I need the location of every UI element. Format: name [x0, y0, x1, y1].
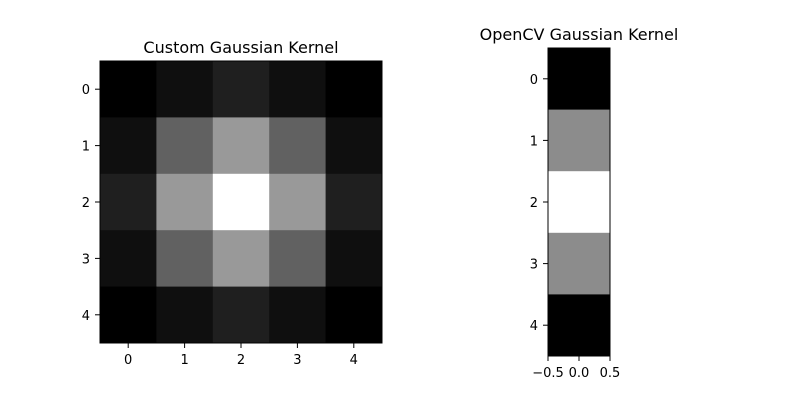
y-tick-label: 0 — [530, 73, 538, 88]
opencv-kernel-cells — [548, 48, 611, 357]
heatmap-cell-r4-c0 — [548, 294, 611, 357]
y-tick-label: 4 — [530, 319, 538, 334]
y-tick-label: 2 — [82, 196, 90, 211]
heatmap-cell-r0-c4 — [325, 61, 383, 118]
heatmap-cell-r4-c3 — [269, 286, 327, 344]
heatmap-cell-r4-c2 — [212, 286, 270, 344]
heatmap-cell-r1-c1 — [156, 117, 214, 175]
y-tick-label: 2 — [530, 196, 538, 211]
x-tick-label: 0 — [124, 353, 132, 368]
heatmap-cell-r3-c3 — [269, 230, 327, 288]
heatmap-cell-r1-c0 — [548, 109, 611, 172]
x-tick-label: −0.5 — [532, 366, 564, 381]
y-tick-label: 4 — [82, 309, 90, 324]
custom-kernel-ticks: 0 1 2 3 4 0 1 2 3 4 — [82, 83, 358, 368]
y-tick-label: 3 — [82, 252, 90, 267]
heatmap-cell-r2-c3 — [269, 173, 327, 231]
heatmap-cell-r0-c3 — [269, 61, 327, 118]
heatmap-cell-r0-c0 — [548, 48, 611, 111]
x-tick-label: 2 — [237, 353, 245, 368]
heatmap-cell-r0-c2 — [212, 61, 270, 118]
x-tick-label: 3 — [293, 353, 301, 368]
heatmap-cell-r0-c0 — [100, 61, 157, 118]
custom-kernel-cells — [100, 61, 383, 344]
y-tick-label: 0 — [82, 83, 90, 98]
y-tick-label: 1 — [82, 140, 90, 155]
heatmap-cell-r1-c0 — [100, 117, 157, 175]
x-tick-label: 0.0 — [569, 366, 590, 381]
heatmap-cell-r4-c1 — [156, 286, 214, 344]
opencv-kernel-ticks: 0 1 2 3 4 −0.5 0.0 0.5 — [530, 73, 621, 381]
heatmap-cell-r2-c1 — [156, 173, 214, 231]
heatmap-cell-r3-c0 — [548, 232, 611, 295]
x-tick-label: 0.5 — [600, 366, 621, 381]
opencv-kernel-panel: OpenCV Gaussian Kernel 0 1 2 3 4 −0.5 0.0 0.5 — [480, 25, 679, 381]
heatmap-cell-r1-c3 — [269, 117, 327, 175]
heatmap-cell-r3-c0 — [100, 230, 157, 288]
opencv-kernel-title: OpenCV Gaussian Kernel — [480, 25, 679, 44]
heatmap-cell-r1-c4 — [325, 117, 383, 175]
heatmap-cell-r2-c2 — [212, 173, 270, 231]
heatmap-cell-r4-c4 — [325, 286, 383, 344]
y-tick-label: 1 — [530, 134, 538, 149]
custom-kernel-panel: Custom Gaussian Kernel 0 1 2 3 4 0 1 2 3 4 — [82, 38, 383, 368]
heatmap-cell-r3-c1 — [156, 230, 214, 288]
heatmap-cell-r2-c0 — [100, 173, 157, 231]
heatmap-cell-r2-c4 — [325, 173, 383, 231]
heatmap-cell-r3-c2 — [212, 230, 270, 288]
y-tick-label: 3 — [530, 258, 538, 273]
heatmap-cell-r4-c0 — [100, 286, 157, 344]
x-tick-label: 1 — [180, 353, 188, 368]
custom-kernel-title: Custom Gaussian Kernel — [143, 38, 338, 57]
heatmap-cell-r0-c1 — [156, 61, 214, 118]
heatmap-cell-r3-c4 — [325, 230, 383, 288]
heatmap-cell-r1-c2 — [212, 117, 270, 175]
x-tick-label: 4 — [350, 353, 358, 368]
heatmap-cell-r2-c0 — [548, 171, 611, 234]
